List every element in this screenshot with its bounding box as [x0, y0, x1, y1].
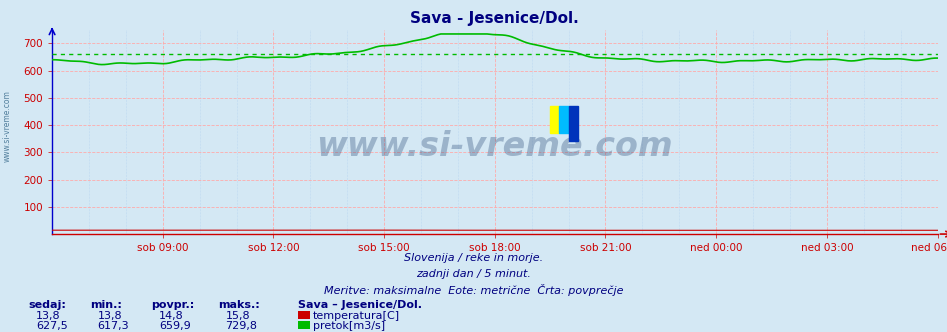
Text: Meritve: maksimalne  Eote: metrične  Črta: povprečje: Meritve: maksimalne Eote: metrične Črta:…	[324, 284, 623, 296]
Bar	[560, 106, 568, 133]
Text: 13,8: 13,8	[36, 311, 61, 321]
Bar	[550, 106, 560, 133]
Text: 659,9: 659,9	[159, 321, 191, 331]
Text: 13,8: 13,8	[98, 311, 122, 321]
Text: 14,8: 14,8	[159, 311, 184, 321]
Text: zadnji dan / 5 minut.: zadnji dan / 5 minut.	[416, 269, 531, 279]
Text: Sava – Jesenice/Dol.: Sava – Jesenice/Dol.	[298, 300, 422, 310]
Text: min.:: min.:	[90, 300, 122, 310]
Bar	[568, 106, 578, 141]
Text: pretok[m3/s]: pretok[m3/s]	[313, 321, 384, 331]
Text: www.si-vreme.com: www.si-vreme.com	[316, 130, 673, 163]
Text: povpr.:: povpr.:	[152, 300, 195, 310]
Text: 617,3: 617,3	[98, 321, 129, 331]
Title: Sava - Jesenice/Dol.: Sava - Jesenice/Dol.	[410, 11, 580, 26]
Text: www.si-vreme.com: www.si-vreme.com	[3, 90, 12, 162]
Text: maks.:: maks.:	[218, 300, 259, 310]
Text: 627,5: 627,5	[36, 321, 68, 331]
Text: 15,8: 15,8	[225, 311, 250, 321]
Text: temperatura[C]: temperatura[C]	[313, 311, 400, 321]
Text: 729,8: 729,8	[225, 321, 258, 331]
Text: sedaj:: sedaj:	[28, 300, 66, 310]
Text: Slovenija / reke in morje.: Slovenija / reke in morje.	[404, 253, 543, 263]
